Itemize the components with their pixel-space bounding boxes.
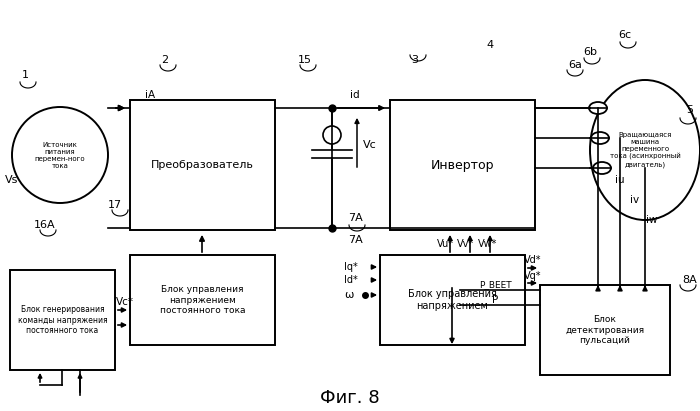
- Text: Блок генерирования
команды напряжения
постоянного тока: Блок генерирования команды напряжения по…: [18, 305, 107, 335]
- Text: Vc: Vc: [363, 140, 377, 150]
- Text: iw: iw: [646, 215, 658, 225]
- Text: 16A: 16A: [34, 220, 56, 230]
- Text: 3: 3: [412, 55, 419, 65]
- Ellipse shape: [593, 162, 611, 174]
- Text: 6b: 6b: [583, 47, 597, 57]
- Ellipse shape: [590, 80, 700, 220]
- Text: Инвертор: Инвертор: [430, 159, 494, 171]
- Text: Vd*: Vd*: [524, 255, 542, 265]
- Bar: [130, 255, 275, 345]
- Text: 15: 15: [298, 55, 312, 65]
- Circle shape: [323, 126, 341, 144]
- Bar: [130, 100, 275, 230]
- Text: Iq*: Iq*: [344, 262, 358, 272]
- Text: Vs: Vs: [6, 175, 19, 185]
- Text: 7A: 7A: [348, 213, 363, 223]
- Text: 7A: 7A: [348, 235, 363, 245]
- Text: 6c: 6c: [618, 30, 631, 40]
- Text: Блок управления
напряжением: Блок управления напряжением: [408, 289, 497, 311]
- Text: Vw*: Vw*: [478, 239, 498, 249]
- Text: 6a: 6a: [568, 60, 582, 70]
- Bar: [540, 285, 670, 375]
- Text: 5: 5: [687, 105, 694, 115]
- Text: Блок
детектирования
пульсаций: Блок детектирования пульсаций: [566, 315, 645, 345]
- Bar: [10, 270, 115, 370]
- Bar: [390, 100, 535, 230]
- Text: Vv*: Vv*: [456, 239, 474, 249]
- Text: Vu*: Vu*: [437, 239, 454, 249]
- Ellipse shape: [589, 102, 607, 114]
- Text: iu: iu: [615, 175, 625, 185]
- Text: iA: iA: [145, 90, 155, 100]
- Text: Vq*: Vq*: [524, 271, 542, 281]
- Bar: [380, 255, 525, 345]
- Text: Источник
питания
перемен-ного
тока: Источник питания перемен-ного тока: [35, 141, 85, 169]
- Circle shape: [12, 107, 108, 203]
- Text: 8A: 8A: [682, 275, 697, 285]
- Text: ω: ω: [344, 290, 354, 300]
- Text: 2: 2: [162, 55, 169, 65]
- Text: Преобразователь: Преобразователь: [151, 160, 254, 170]
- Text: Vc*: Vc*: [116, 297, 134, 307]
- Text: 1: 1: [22, 70, 29, 80]
- Text: Фиг. 8: Фиг. 8: [320, 389, 380, 407]
- Text: P_BEET: P_BEET: [479, 280, 511, 289]
- Text: 17: 17: [108, 200, 122, 210]
- Ellipse shape: [591, 132, 609, 144]
- Text: Вращающаяся
машина
переменного
тока (асинхронный
двигатель): Вращающаяся машина переменного тока (аси…: [610, 132, 680, 168]
- Text: 4: 4: [486, 40, 493, 50]
- Text: Блок управления
напряжением
постоянного тока: Блок управления напряжением постоянного …: [160, 285, 245, 315]
- Text: Id*: Id*: [344, 275, 358, 285]
- Text: id: id: [350, 90, 360, 100]
- Text: iv: iv: [631, 195, 640, 205]
- Text: P: P: [492, 295, 498, 305]
